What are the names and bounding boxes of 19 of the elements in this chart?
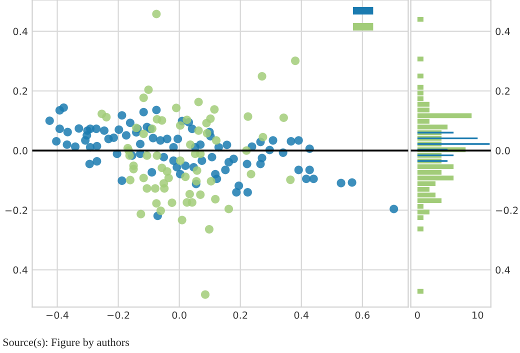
x-tick-label: 0.6 xyxy=(355,311,370,319)
y-tick-label: −0.2 xyxy=(5,206,28,214)
x-tick-label: 0.2 xyxy=(233,311,248,319)
y-tick-label: 0.4 xyxy=(13,266,28,274)
x-tick-label: 0.0 xyxy=(172,311,186,319)
source-note: Source(s): Figure by authors xyxy=(3,338,130,348)
x-tick-label: 0.4 xyxy=(294,311,309,319)
y-tick-label: 0.2 xyxy=(496,87,510,95)
x-tick-label: −0.2 xyxy=(108,311,130,319)
y-tick-label: 0.2 xyxy=(13,87,28,95)
y-tick-label: 0.0 xyxy=(13,147,28,154)
x-tick-label: −0.4 xyxy=(46,311,69,319)
y-tick-label: 0.4 xyxy=(496,266,510,274)
y-tick-label: −0.2 xyxy=(496,206,518,214)
x-tick-label: 0 xyxy=(414,311,420,319)
y-tick-label: 0.4 xyxy=(496,28,510,36)
y-tick-label: 0.4 xyxy=(13,28,28,36)
y-tick-label: 0.0 xyxy=(496,147,510,154)
x-tick-label: 10 xyxy=(472,311,484,319)
